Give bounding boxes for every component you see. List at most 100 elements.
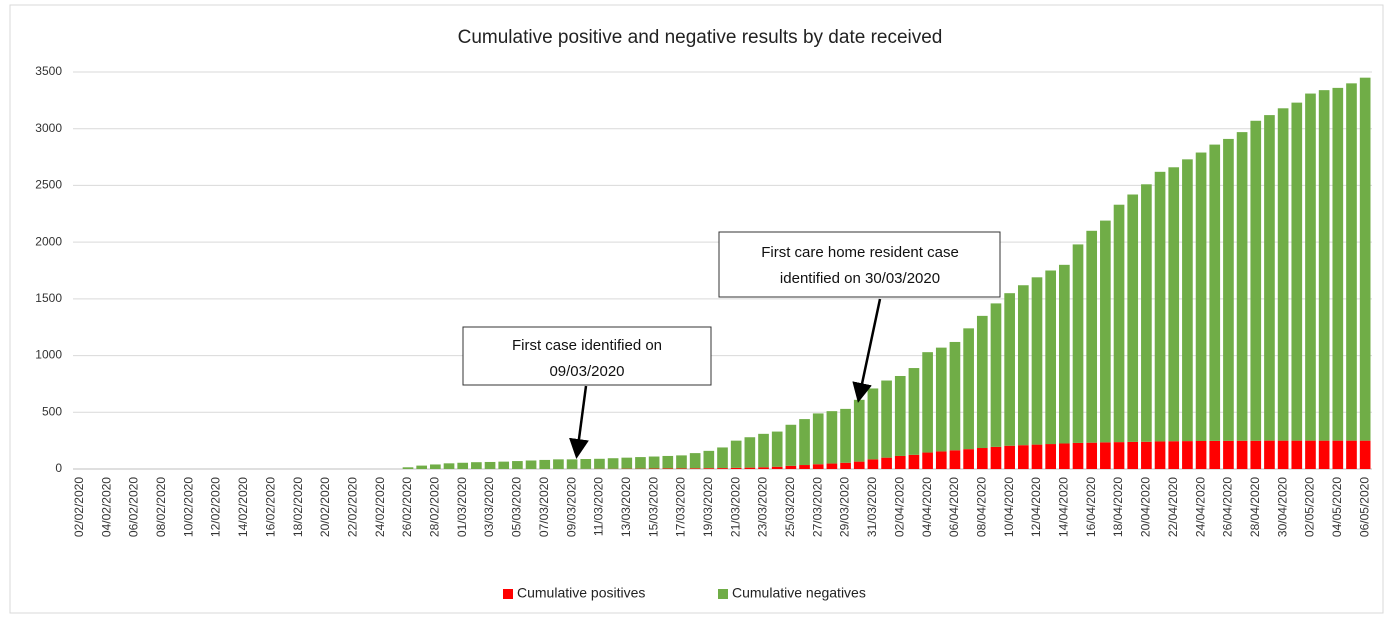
bar-segment	[1236, 440, 1248, 469]
y-tick-label: 2500	[35, 178, 62, 192]
bar-segment	[1346, 440, 1357, 469]
bar-segment	[1113, 442, 1125, 469]
x-tick-label: 27/03/2020	[810, 477, 824, 537]
annotation-text: First care home resident case	[761, 244, 959, 261]
bar-segment	[662, 468, 674, 469]
bar-segment	[867, 459, 879, 469]
bar-segment	[1332, 87, 1344, 441]
bar-segment	[976, 315, 988, 449]
bar-segment	[430, 464, 441, 469]
x-tick-label: 25/03/2020	[783, 477, 797, 537]
bar-segment	[1004, 293, 1015, 446]
x-tick-label: 29/03/2020	[838, 477, 852, 537]
y-tick-label: 1500	[35, 291, 62, 305]
legend-swatch	[503, 589, 513, 599]
bar-segment	[1318, 90, 1330, 441]
bar-segment	[840, 462, 851, 469]
bar-segment	[1291, 102, 1303, 441]
x-tick-label: 20/04/2020	[1139, 477, 1153, 537]
bar-segment	[826, 463, 838, 469]
chart-title: Cumulative positive and negative results…	[458, 27, 943, 48]
bar-segment	[1305, 93, 1316, 441]
x-tick-label: 03/03/2020	[482, 477, 496, 537]
bar-segment	[676, 455, 687, 469]
bar-segment	[908, 454, 920, 469]
bar-segment	[826, 411, 838, 464]
x-tick-label: 19/03/2020	[701, 477, 715, 537]
bar-segment	[416, 465, 428, 469]
x-tick-label: 23/03/2020	[756, 477, 770, 537]
bar-segment	[963, 449, 974, 469]
annotation-1: First case identified on 09/03/2020	[462, 326, 712, 459]
bar-segment	[730, 467, 742, 469]
bar-segment	[840, 408, 851, 463]
bar-segment	[1277, 108, 1289, 441]
bar-segment	[949, 450, 961, 469]
x-tick-label: 11/03/2020	[592, 477, 606, 536]
x-tick-label: 13/03/2020	[619, 477, 633, 537]
bar-segment	[1223, 440, 1234, 469]
y-tick-label: 0	[55, 461, 62, 475]
bar-segment	[1127, 441, 1139, 469]
y-tick-label: 500	[42, 404, 62, 418]
bar-segment	[1059, 264, 1070, 444]
x-tick-label: 02/02/2020	[72, 477, 86, 537]
bar-segment	[1141, 441, 1152, 469]
bar-segment	[621, 457, 633, 469]
y-tick-label: 3500	[35, 64, 62, 78]
x-tick-label: 18/04/2020	[1111, 477, 1125, 537]
x-tick-label: 22/04/2020	[1166, 477, 1180, 537]
bar-segment	[853, 461, 865, 469]
chart-frame	[9, 4, 1384, 614]
bar-segment	[1154, 441, 1166, 469]
bar-segment	[525, 460, 537, 469]
bar-segment	[771, 431, 783, 467]
bar-segment	[935, 451, 947, 469]
annotation-box	[462, 326, 712, 386]
bar-segment	[990, 446, 1002, 469]
plot-area: 0 500 1000 1500 2000 2500 3000 3500 02/02/2020 04…	[35, 64, 1372, 537]
bar-segment	[717, 447, 728, 469]
bar-segment	[894, 375, 906, 456]
x-tick-label: 24/02/2020	[373, 477, 387, 537]
bar-segment	[922, 452, 933, 469]
bar-segment	[1004, 445, 1015, 469]
bar-segment	[1318, 440, 1330, 469]
bar-segment	[908, 368, 920, 455]
bar-segment	[703, 468, 715, 469]
y-tick-label: 2000	[35, 234, 62, 248]
bar-segment	[580, 459, 592, 469]
bar-segment	[703, 450, 715, 469]
bar-segment	[471, 462, 482, 469]
bar-segment	[1277, 440, 1289, 469]
bar-segment	[1017, 445, 1029, 469]
x-tick-label: 28/04/2020	[1248, 477, 1262, 537]
bar-segment	[963, 328, 974, 450]
bar-segment	[1045, 270, 1057, 445]
bar-segment	[1250, 120, 1262, 441]
bar-segment	[949, 341, 961, 451]
x-tick-label: 09/03/2020	[564, 477, 578, 537]
x-tick-label: 28/02/2020	[428, 477, 442, 537]
x-tick-label: 24/04/2020	[1193, 477, 1207, 537]
x-tick-label: 18/02/2020	[291, 477, 305, 537]
bar-segment	[676, 468, 687, 469]
x-tick-label: 14/04/2020	[1057, 477, 1071, 537]
bar-segment	[566, 459, 578, 469]
bar-segment	[402, 467, 414, 469]
bar-segment	[689, 453, 701, 469]
x-tick-label: 20/02/2020	[318, 477, 332, 537]
bar-segment	[1031, 444, 1043, 469]
bar-segment	[1100, 442, 1111, 469]
bar-segment	[607, 458, 619, 469]
x-tick-label: 21/03/2020	[728, 477, 742, 537]
x-tick-label: 04/04/2020	[920, 477, 934, 537]
bar-segment	[553, 459, 564, 469]
bar-segment	[635, 457, 646, 469]
bar-segment	[1086, 442, 1098, 469]
bar-segment	[935, 347, 947, 452]
bar-segment	[881, 457, 892, 469]
bar-segment	[922, 352, 933, 453]
x-tick-label: 04/05/2020	[1330, 477, 1344, 537]
